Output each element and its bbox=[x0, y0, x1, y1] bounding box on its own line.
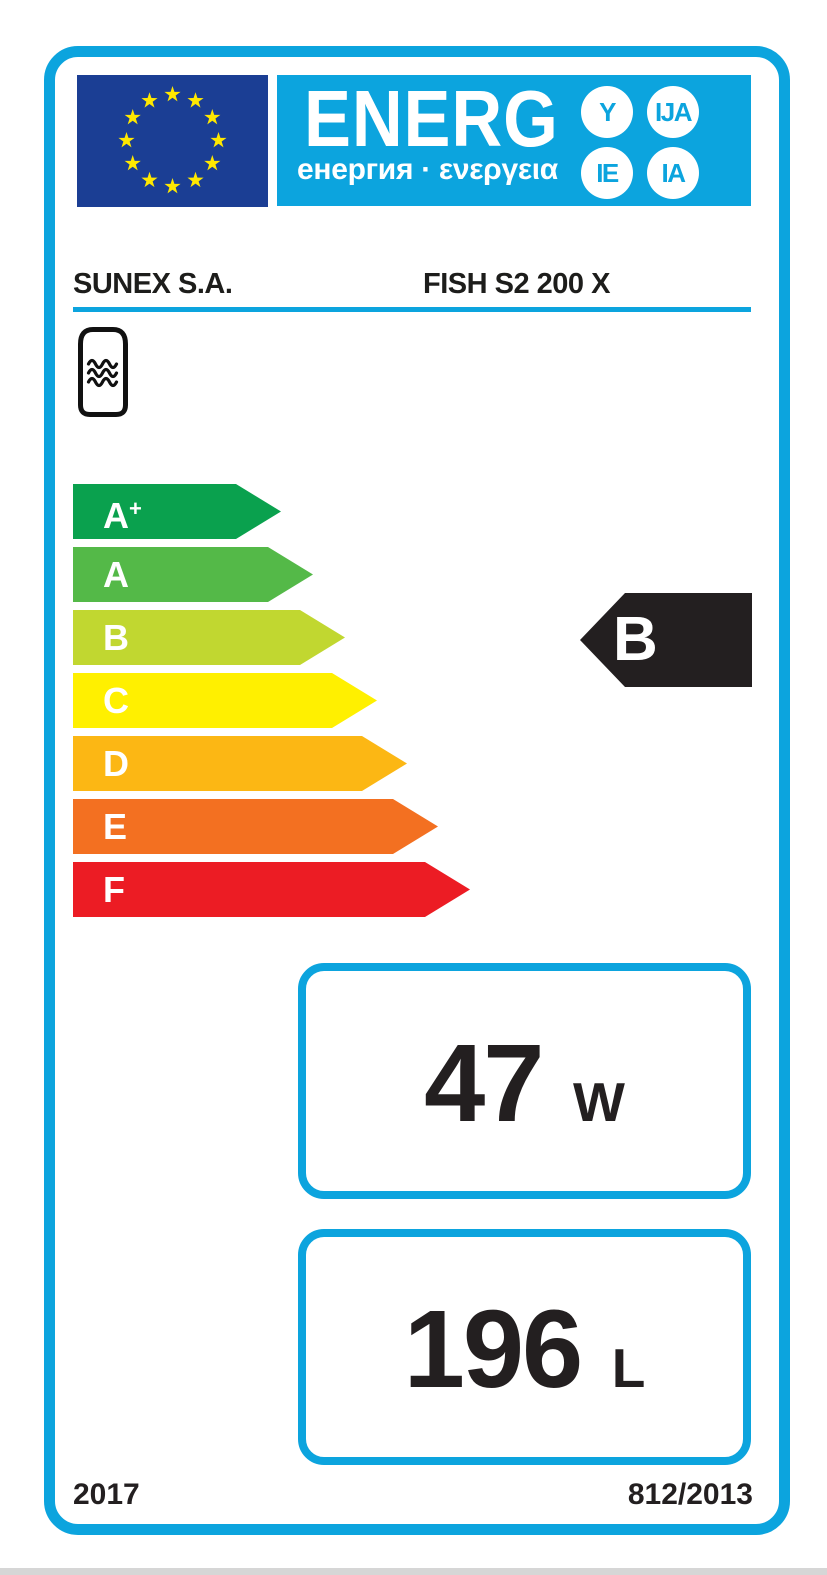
label-year: 2017 bbox=[73, 1478, 140, 1511]
storage-volume-box: 196 L bbox=[298, 1229, 751, 1465]
suffix-label: IA bbox=[661, 157, 687, 188]
regulation-number: 812/2013 bbox=[627, 1478, 753, 1511]
language-suffix-circle-y: Y bbox=[581, 86, 633, 138]
rating-arrow-a-plus: A+ bbox=[73, 484, 281, 539]
assigned-class-pointer: B bbox=[580, 593, 752, 687]
rating-grade-label: A+ bbox=[103, 494, 142, 536]
standing-loss-value-group: 47 W bbox=[424, 1020, 625, 1147]
rating-arrow-c: C bbox=[73, 673, 377, 728]
language-suffix-circle-ia: IA bbox=[647, 147, 699, 199]
rating-scale-row: B bbox=[73, 610, 470, 665]
language-suffix-circle-ija: IJA bbox=[647, 86, 699, 138]
water-waves bbox=[86, 358, 119, 388]
standing-loss-unit: W bbox=[572, 1070, 625, 1133]
scan-edge-artifact bbox=[0, 1568, 827, 1575]
eu-flag-icon bbox=[77, 75, 268, 207]
rating-grade-label: E bbox=[103, 806, 128, 847]
rating-scale-row: F bbox=[73, 862, 470, 917]
rating-arrow-e: E bbox=[73, 799, 438, 854]
rating-arrow-d: D bbox=[73, 736, 407, 791]
storage-volume-unit: L bbox=[611, 1336, 646, 1399]
hot-water-storage-tank-icon bbox=[78, 327, 128, 417]
rating-grade-label: F bbox=[103, 869, 125, 910]
energy-efficiency-scale: A+ A B C D E bbox=[73, 484, 470, 917]
rating-arrow-a: A bbox=[73, 547, 313, 602]
model-identifier: FISH S2 200 X bbox=[423, 268, 610, 300]
rating-grade-label: B bbox=[103, 617, 129, 658]
rating-grade-label: D bbox=[103, 743, 129, 784]
assigned-class-letter: B bbox=[613, 605, 658, 674]
energ-multilingual-text: енергия · ενεργεια bbox=[297, 153, 558, 186]
rating-scale-row: A bbox=[73, 547, 470, 602]
storage-volume-value-group: 196 L bbox=[404, 1286, 646, 1413]
suffix-label: Y bbox=[599, 96, 616, 127]
rating-arrow-b: B bbox=[73, 610, 345, 665]
suffix-label: IE bbox=[596, 157, 619, 188]
rating-scale-row: A+ bbox=[73, 484, 470, 539]
supplier-name: SUNEX S.A. bbox=[73, 268, 233, 300]
rating-scale-row: C bbox=[73, 673, 470, 728]
standing-loss-value: 47 bbox=[424, 1021, 544, 1145]
storage-volume-value: 196 bbox=[403, 1287, 584, 1411]
rating-arrow-f: F bbox=[73, 862, 470, 917]
rating-scale-row: E bbox=[73, 799, 470, 854]
energ-logo-box: ENERG енергия · ενεργεια Y IJA IE IA bbox=[277, 75, 751, 206]
energ-wordmark: ENERG bbox=[304, 74, 559, 163]
standing-loss-box: 47 W bbox=[298, 963, 751, 1199]
rating-grade-label: C bbox=[103, 680, 129, 721]
rating-grade-label: A bbox=[103, 554, 129, 595]
language-suffix-circle-ie: IE bbox=[581, 147, 633, 199]
header-divider bbox=[73, 307, 751, 312]
rating-scale-row: D bbox=[73, 736, 470, 791]
suffix-label: IJA bbox=[655, 96, 692, 127]
